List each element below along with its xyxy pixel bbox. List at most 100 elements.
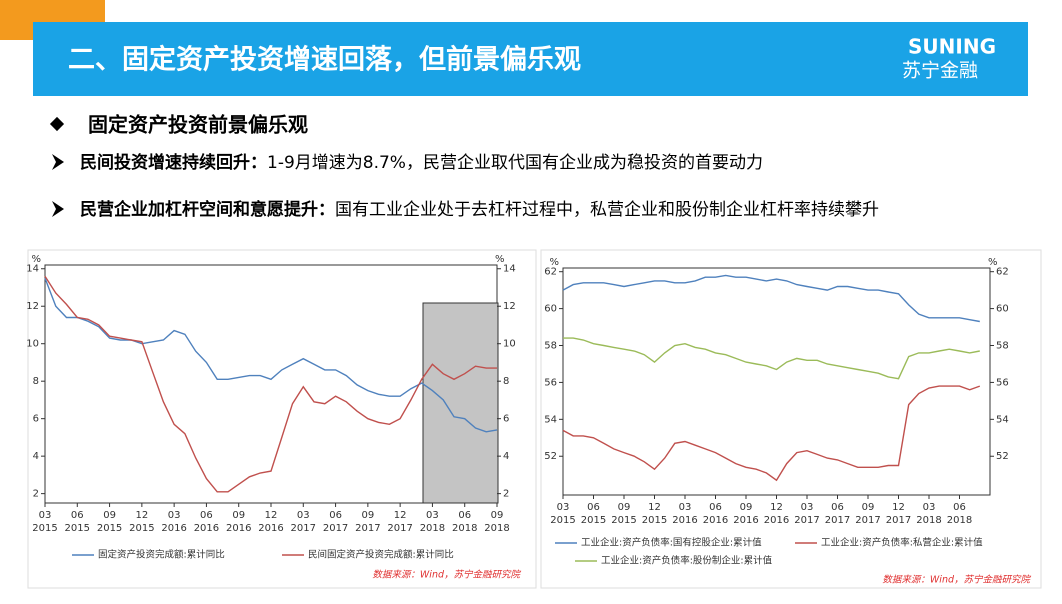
y2-tick-label: 60 [996, 304, 1009, 315]
x-year-label: 2018 [420, 523, 445, 534]
x-tick-label: 09 [618, 502, 631, 513]
y2-tick-label: 14 [503, 264, 516, 275]
series-line [44, 277, 498, 433]
arrow-icon [52, 154, 64, 170]
x-year-label: 2016 [703, 515, 728, 526]
y2-tick-label: 52 [996, 451, 1009, 462]
x-tick-label: 03 [168, 510, 181, 521]
series-line [563, 337, 980, 380]
legend-label: 民间固定资产投资完成额:累计同比 [308, 549, 454, 561]
chart-frame [540, 249, 1042, 589]
y-tick-label: 10 [26, 339, 39, 350]
legend-label: 工业企业:资产负债率:股份制企业:累计值 [601, 555, 773, 567]
x-tick-label: 06 [953, 502, 966, 513]
y-tick-label: 8 [33, 376, 39, 387]
x-year-label: 2017 [291, 523, 316, 534]
series-line [44, 275, 497, 493]
x-year-label: 2015 [65, 523, 90, 534]
y2-tick-label: 56 [996, 377, 1009, 388]
x-tick-label: 09 [740, 502, 753, 513]
x-year-label: 2016 [258, 523, 283, 534]
y2-tick-label: 2 [503, 489, 509, 500]
x-year-label: 2017 [825, 515, 850, 526]
x-tick-label: 06 [458, 510, 471, 521]
x-year-label: 2015 [642, 515, 667, 526]
x-year-label: 2018 [947, 515, 972, 526]
x-year-label: 2015 [581, 515, 606, 526]
x-tick-label: 09 [103, 510, 116, 521]
arrow-icon [52, 201, 64, 217]
diamond-icon [49, 116, 65, 132]
y2-tick-label: 58 [996, 341, 1009, 352]
x-year-label: 2015 [611, 515, 636, 526]
source-note: 数据来源：Wind，苏宁金融研究院 [372, 569, 521, 581]
bullet: 民间投资增速持续回升：1-9月增速为8.7%，民营企业取代国有企业成为稳投资的首… [80, 152, 763, 173]
legend-label: 工业企业:资产负债率:国有控股企业:累计值 [581, 537, 762, 549]
x-year-label: 2015 [129, 523, 154, 534]
y-tick-label: 12 [26, 301, 39, 312]
x-tick-label: 09 [361, 510, 374, 521]
y2-tick-label: 54 [996, 414, 1009, 425]
logo-cn: 苏宁金融 [902, 60, 978, 82]
x-tick-label: 03 [297, 510, 310, 521]
x-tick-label: 06 [71, 510, 84, 521]
legend-label: 固定资产投资完成额:累计同比 [98, 549, 225, 561]
x-year-label: 2015 [550, 515, 575, 526]
slide-title: 二、固定资产投资增速回落，但前景偏乐观 [68, 44, 581, 76]
y-tick-label: 60 [544, 304, 557, 315]
x-tick-label: 06 [709, 502, 722, 513]
title-band [33, 22, 1028, 96]
x-year-label: 2015 [97, 523, 122, 534]
y2-tick-label: 62 [996, 267, 1009, 278]
x-year-label: 2017 [387, 523, 412, 534]
x-year-label: 2017 [794, 515, 819, 526]
bullet: 民营企业加杠杆空间和意愿提升：国有工业企业处于去杠杆过程中，私营企业和股份制企业… [80, 199, 879, 220]
x-year-label: 2016 [733, 515, 758, 526]
bullet-text: 1-9月增速为8.7%，民营企业取代国有企业成为稳投资的首要动力 [267, 153, 763, 173]
plot-frame [562, 267, 991, 496]
y2-tick-label: 6 [503, 414, 509, 425]
x-year-label: 2016 [764, 515, 789, 526]
y-tick-label: 4 [33, 451, 39, 462]
x-year-label: 2016 [161, 523, 186, 534]
y-unit: % [549, 257, 559, 268]
x-tick-label: 03 [801, 502, 814, 513]
y2-tick-label: 12 [503, 301, 516, 312]
x-tick-label: 03 [426, 510, 439, 521]
x-tick-label: 06 [329, 510, 342, 521]
y2-tick-label: 8 [503, 376, 509, 387]
y-tick-label: 6 [33, 414, 39, 425]
x-year-label: 2016 [194, 523, 219, 534]
y-tick-label: 14 [26, 264, 39, 275]
y-tick-label: 56 [544, 377, 557, 388]
x-tick-label: 06 [200, 510, 213, 521]
x-tick-label: 03 [679, 502, 692, 513]
x-year-label: 2017 [323, 523, 348, 534]
y2-unit: % [495, 254, 505, 265]
x-year-label: 2018 [452, 523, 477, 534]
source-note: 数据来源：Wind，苏宁金融研究院 [882, 574, 1031, 586]
x-tick-label: 12 [394, 510, 407, 521]
bullet-text: 国有工业企业处于去杠杆过程中，私营企业和股份制企业杠杆率持续攀升 [335, 200, 879, 220]
x-tick-label: 09 [862, 502, 875, 513]
x-tick-label: 03 [557, 502, 570, 513]
x-year-label: 2018 [484, 523, 509, 534]
x-tick-label: 12 [892, 502, 905, 513]
y-tick-label: 62 [544, 267, 557, 278]
y2-tick-label: 4 [503, 451, 509, 462]
logo-en: SUNING [908, 35, 996, 59]
x-year-label: 2017 [355, 523, 380, 534]
legend-label: 工业企业:资产负债率:私营企业:累计值 [821, 537, 983, 549]
x-year-label: 2016 [226, 523, 251, 534]
y-tick-label: 2 [33, 489, 39, 500]
y2-tick-label: 10 [503, 339, 516, 350]
x-year-label: 2018 [916, 515, 941, 526]
x-tick-label: 12 [265, 510, 278, 521]
y-unit: % [31, 254, 41, 265]
y-tick-label: 58 [544, 341, 557, 352]
x-tick-label: 06 [587, 502, 600, 513]
x-tick-label: 12 [648, 502, 661, 513]
chart-frame [27, 249, 537, 589]
x-year-label: 2017 [886, 515, 911, 526]
